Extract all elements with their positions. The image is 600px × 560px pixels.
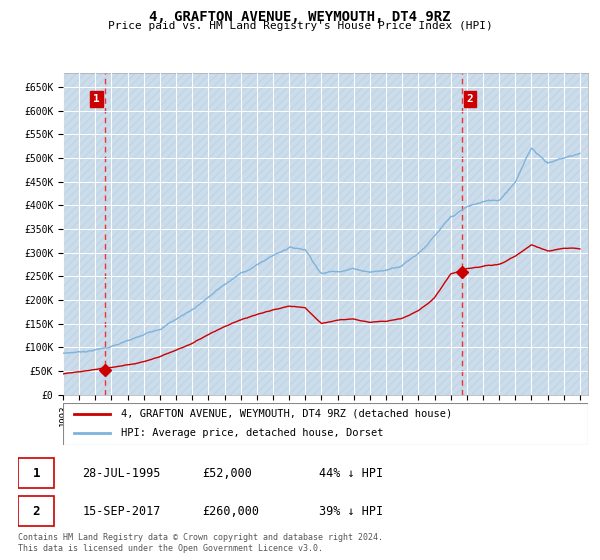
FancyBboxPatch shape: [18, 458, 54, 488]
Text: Price paid vs. HM Land Registry's House Price Index (HPI): Price paid vs. HM Land Registry's House …: [107, 21, 493, 31]
Text: 4, GRAFTON AVENUE, WEYMOUTH, DT4 9RZ: 4, GRAFTON AVENUE, WEYMOUTH, DT4 9RZ: [149, 10, 451, 24]
Text: 28-JUL-1995: 28-JUL-1995: [82, 466, 161, 480]
Text: 2: 2: [467, 94, 473, 104]
Text: HPI: Average price, detached house, Dorset: HPI: Average price, detached house, Dors…: [121, 428, 383, 438]
Text: 2: 2: [32, 505, 40, 518]
Text: 1: 1: [93, 94, 100, 104]
Text: 39% ↓ HPI: 39% ↓ HPI: [319, 505, 383, 518]
Text: Contains HM Land Registry data © Crown copyright and database right 2024.
This d: Contains HM Land Registry data © Crown c…: [18, 533, 383, 553]
FancyBboxPatch shape: [18, 496, 54, 526]
Text: 44% ↓ HPI: 44% ↓ HPI: [319, 466, 383, 480]
Text: £260,000: £260,000: [202, 505, 259, 518]
Text: 1: 1: [32, 466, 40, 480]
Text: £52,000: £52,000: [202, 466, 252, 480]
FancyBboxPatch shape: [63, 403, 588, 445]
Text: 4, GRAFTON AVENUE, WEYMOUTH, DT4 9RZ (detached house): 4, GRAFTON AVENUE, WEYMOUTH, DT4 9RZ (de…: [121, 409, 452, 419]
Text: 15-SEP-2017: 15-SEP-2017: [82, 505, 161, 518]
